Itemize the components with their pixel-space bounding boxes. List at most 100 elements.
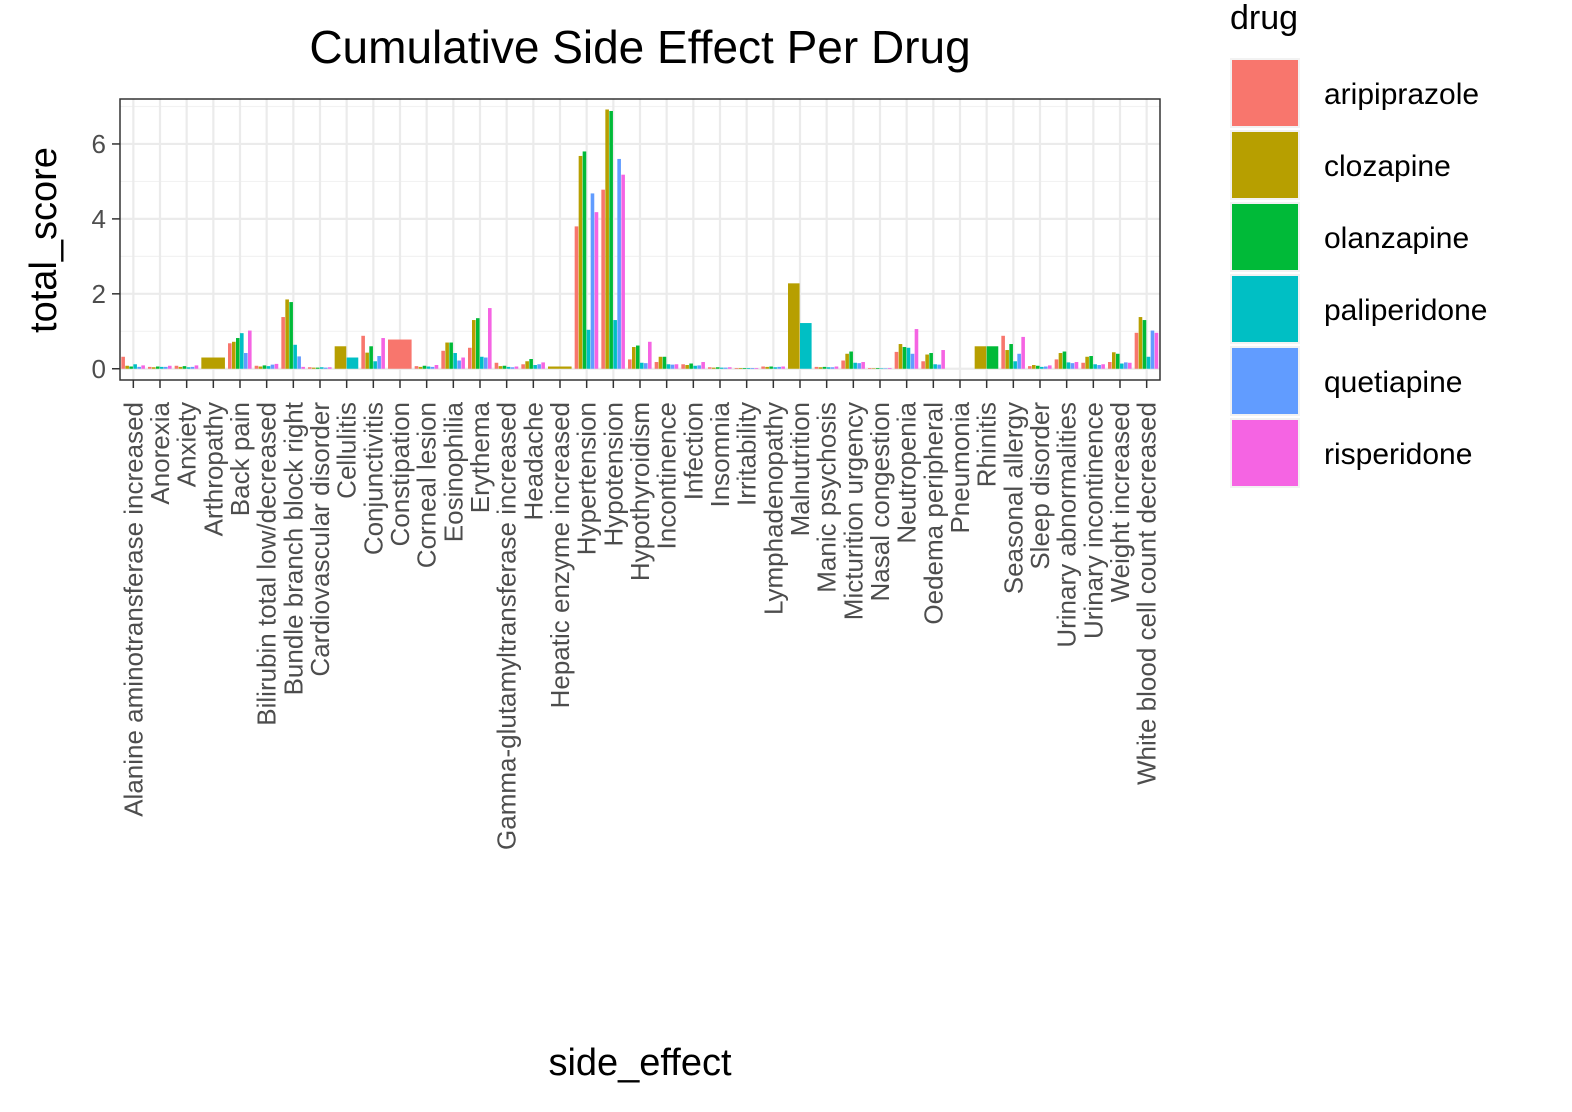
- bar-urinary-incontinence-aripiprazole: [1081, 362, 1085, 369]
- bar-back-pain-olanzapine: [236, 338, 240, 369]
- bar-anorexia-olanzapine: [156, 366, 160, 369]
- bar-hypotension-aripiprazole: [601, 189, 605, 369]
- bar-oedema-peripheral-olanzapine: [929, 353, 933, 369]
- legend-swatch-clozapine: [1232, 132, 1298, 198]
- x-axis-tick-label: Infection: [678, 402, 708, 500]
- bar-seasonal-allergy-clozapine: [1005, 350, 1009, 369]
- legend-swatch-quetiapine: [1232, 348, 1298, 414]
- bar-infection-aripiprazole: [681, 364, 685, 369]
- bar-hypotension-risperidone: [621, 174, 625, 369]
- bar-headache-paliperidone: [533, 365, 537, 369]
- bar-insomnia-clozapine: [712, 367, 716, 369]
- bar-urinary-incontinence-olanzapine: [1089, 356, 1093, 369]
- bar-hypothyroidism-olanzapine: [636, 345, 640, 369]
- legend-swatch-olanzapine: [1232, 204, 1298, 270]
- legend-label-clozapine: clozapine: [1324, 150, 1451, 183]
- bar-gamma-glutamyltransferase-increased-paliperidone: [506, 366, 511, 369]
- bar-irritability-olanzapine: [742, 368, 747, 369]
- bar-headache-olanzapine: [529, 359, 533, 369]
- bar-eosinophilia-quetiapine: [457, 360, 461, 369]
- bar-hypotension-paliperidone: [613, 320, 617, 369]
- bar-cardiovascular-disorder-risperidone: [328, 367, 332, 369]
- grid-layer: [120, 99, 1160, 380]
- bar-urinary-abnormalities-quetiapine: [1070, 363, 1075, 369]
- bar-cellulitis-paliperidone: [346, 357, 359, 369]
- bar-micturition-urgency-olanzapine: [849, 351, 853, 369]
- bar-anxiety-clozapine: [178, 366, 183, 369]
- bar-bilirubin-total-low-decreased-quetiapine: [270, 364, 275, 369]
- bar-infection-risperidone: [701, 362, 705, 369]
- bar-seasonal-allergy-olanzapine: [1009, 344, 1013, 369]
- bar-alanine-aminotransferase-increased-aripiprazole: [121, 356, 125, 369]
- bar-alanine-aminotransferase-increased-paliperidone: [133, 364, 137, 369]
- bar-bilirubin-total-low-decreased-olanzapine: [262, 365, 267, 369]
- bar-insomnia-paliperidone: [720, 367, 724, 369]
- bar-alanine-aminotransferase-increased-olanzapine: [129, 366, 133, 369]
- bar-irritability-aripiprazole: [734, 368, 739, 369]
- bar-micturition-urgency-aripiprazole: [841, 360, 845, 369]
- bar-white-blood-cell-count-decreased-paliperidone: [1146, 356, 1151, 369]
- bar-lymphadenopathy-olanzapine: [769, 366, 773, 369]
- bar-manic-psychosis-risperidone: [834, 366, 839, 369]
- x-axis-tick-label: Malnutrition: [785, 402, 815, 536]
- legend-swatch-paliperidone: [1232, 276, 1298, 342]
- bar-conjunctivitis-clozapine: [365, 352, 369, 369]
- x-axis-tick-label: Lymphadenopathy: [758, 402, 788, 615]
- x-axis: Alanine aminotransferase increasedAnorex…: [118, 380, 1162, 850]
- x-axis-tick-label: Cardiovascular disorder: [305, 402, 335, 677]
- bar-urinary-abnormalities-paliperidone: [1066, 362, 1071, 369]
- bar-erythema-paliperidone: [480, 356, 484, 369]
- bar-white-blood-cell-count-decreased-aripiprazole: [1134, 332, 1139, 369]
- bar-conjunctivitis-risperidone: [381, 338, 385, 369]
- bar-white-blood-cell-count-decreased-clozapine: [1138, 317, 1143, 369]
- bar-oedema-peripheral-quetiapine: [937, 364, 941, 369]
- bar-seasonal-allergy-quetiapine: [1017, 353, 1021, 369]
- bar-irritability-clozapine: [738, 368, 743, 369]
- bar-anxiety-aripiprazole: [174, 365, 179, 369]
- bar-incontinence-clozapine: [658, 356, 663, 369]
- bar-sleep-disorder-aripiprazole: [1028, 366, 1032, 369]
- bar-conjunctivitis-quetiapine: [377, 356, 381, 369]
- x-axis-tick-label: Constipation: [385, 402, 415, 547]
- bar-erythema-clozapine: [472, 320, 476, 369]
- bar-weight-increased-paliperidone: [1120, 363, 1124, 369]
- bar-neutropenia-olanzapine: [902, 347, 907, 369]
- x-axis-tick-label: Pneumonia: [945, 401, 975, 533]
- bar-bilirubin-total-low-decreased-paliperidone: [266, 366, 271, 369]
- bar-anorexia-quetiapine: [164, 366, 168, 369]
- bar-cardiovascular-disorder-olanzapine: [316, 367, 320, 369]
- bar-back-pain-clozapine: [232, 341, 236, 369]
- legend-title: drug: [1230, 0, 1298, 37]
- bar-anxiety-risperidone: [194, 365, 199, 369]
- bar-erythema-quetiapine: [484, 357, 488, 369]
- x-axis-tick-label: Hypertension: [572, 402, 602, 555]
- bar-hypotension-olanzapine: [609, 110, 613, 369]
- bar-oedema-peripheral-risperidone: [941, 350, 945, 369]
- x-axis-tick-label: Manic psychosis: [812, 402, 842, 593]
- y-axis-tick-label: 4: [92, 204, 106, 234]
- bar-lymphadenopathy-quetiapine: [777, 366, 781, 369]
- x-axis-tick-label: White blood cell count decreased: [1132, 402, 1162, 785]
- bar-malnutrition-clozapine: [788, 283, 800, 369]
- bar-anorexia-aripiprazole: [148, 366, 152, 369]
- bar-seasonal-allergy-paliperidone: [1013, 361, 1017, 369]
- x-axis-tick-label: Cellulitis: [332, 402, 362, 499]
- bar-cardiovascular-disorder-aripiprazole: [308, 367, 312, 369]
- bar-hypertension-risperidone: [594, 212, 599, 369]
- bar-hypothyroidism-paliperidone: [640, 362, 644, 369]
- bar-weight-increased-aripiprazole: [1108, 362, 1112, 369]
- bar-white-blood-cell-count-decreased-risperidone: [1154, 332, 1159, 369]
- x-axis-tick-label: Erythema: [465, 401, 495, 513]
- bar-back-pain-quetiapine: [244, 353, 248, 369]
- bar-irritability-quetiapine: [750, 368, 755, 369]
- bar-infection-quetiapine: [697, 365, 701, 369]
- bar-corneal-lesion-clozapine: [418, 366, 423, 369]
- y-axis-tick-label: 6: [92, 129, 106, 159]
- bar-cardiovascular-disorder-paliperidone: [320, 367, 324, 369]
- bar-bundle-branch-block-right-olanzapine: [289, 302, 293, 369]
- bar-oedema-peripheral-aripiprazole: [921, 361, 925, 369]
- x-axis-tick-label: Sleep disorder: [1025, 402, 1055, 570]
- legend-label-risperidone: risperidone: [1324, 438, 1472, 471]
- bar-lymphadenopathy-clozapine: [765, 366, 769, 369]
- bar-eosinophilia-paliperidone: [453, 353, 457, 369]
